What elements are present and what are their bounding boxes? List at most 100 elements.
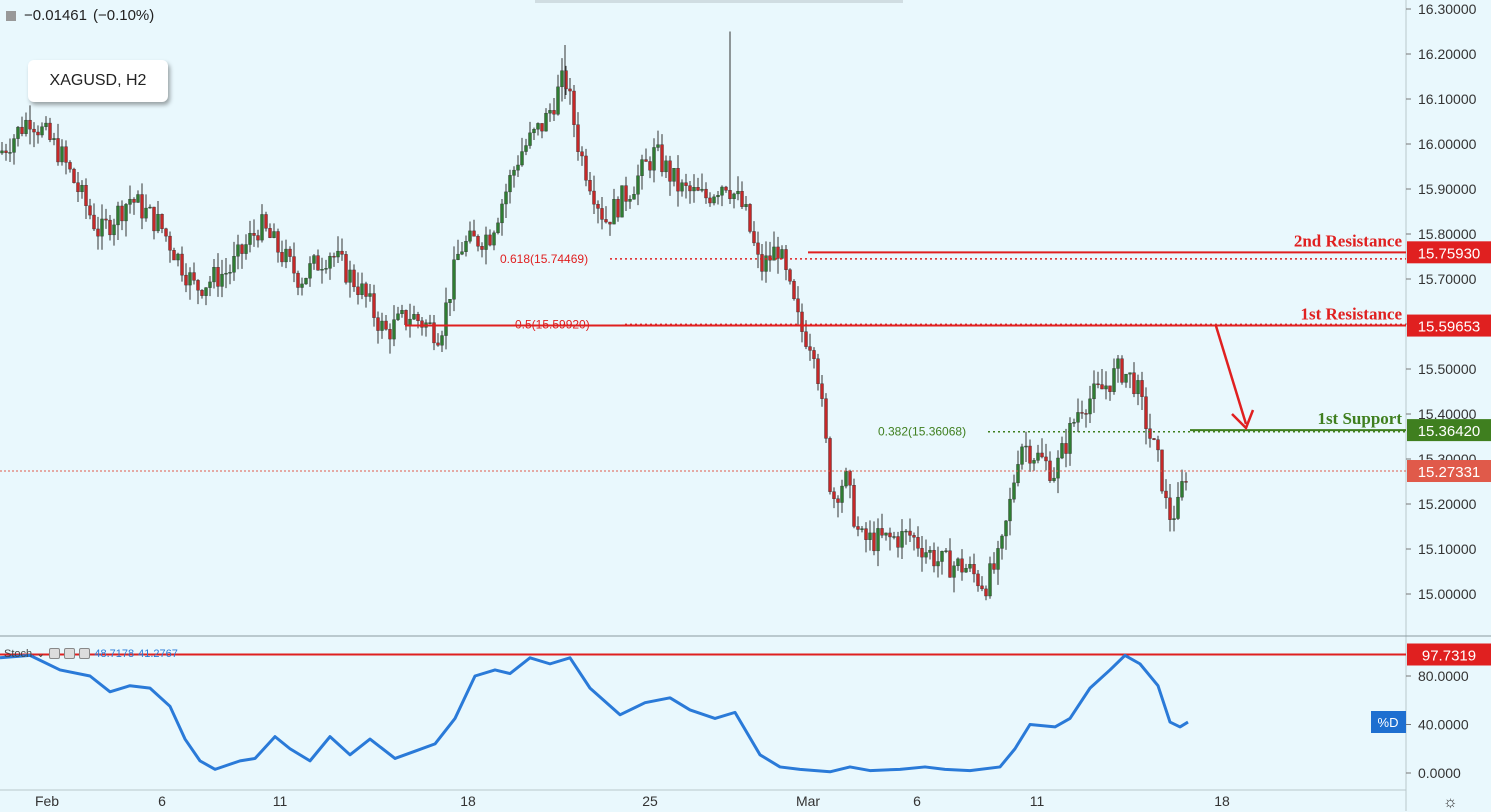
candle-body <box>352 269 356 288</box>
candle-body <box>944 550 948 552</box>
candle-body <box>748 204 752 232</box>
candle-body <box>524 145 528 152</box>
stoch-label[interactable]: Stoch <box>4 647 33 660</box>
candle-body <box>448 299 452 303</box>
candle-body <box>672 168 676 182</box>
price-tick-label: 15.90000 <box>1418 181 1477 197</box>
candle-body <box>796 298 800 313</box>
time-axis[interactable]: Feb 6 11 18 25 Mar 6 11 18 <box>35 793 1230 809</box>
candle-body <box>596 203 600 209</box>
candle-body <box>1144 396 1148 429</box>
candle-body <box>636 175 640 195</box>
price-axis[interactable]: 16.30000 16.20000 16.10000 16.00000 15.90000… <box>1406 1 1477 602</box>
symbol-label[interactable]: XAGUSD, H2 <box>28 60 168 102</box>
candle-body <box>404 310 408 325</box>
candle-body <box>376 317 380 331</box>
candle-body <box>972 564 976 575</box>
current-price-line: 15.27331 <box>0 460 1491 483</box>
candle-body <box>244 244 248 254</box>
candle-body <box>740 191 744 207</box>
candle-body <box>248 233 252 245</box>
candle-body <box>1060 443 1064 459</box>
candle-body <box>920 548 924 558</box>
candle-body <box>496 222 500 234</box>
candle-body <box>64 146 68 163</box>
candle-body <box>1068 423 1072 454</box>
price-tick-label: 16.30000 <box>1418 1 1477 17</box>
candle-body <box>892 536 896 538</box>
candle-body <box>548 110 552 114</box>
candle-body <box>612 199 616 225</box>
fib-label: 0.618(15.74469) <box>500 252 588 266</box>
candle-body <box>1072 422 1076 424</box>
candle-body <box>860 528 864 530</box>
candle-body <box>384 320 388 330</box>
candle-body <box>984 588 988 597</box>
candle-body <box>932 549 936 567</box>
time-tick-label: Mar <box>796 793 820 809</box>
candle-body <box>272 231 276 238</box>
candle-body <box>360 283 364 295</box>
fib-label: 0.5(15.59920) <box>515 317 590 331</box>
candle-body <box>396 313 400 320</box>
candle-body <box>1168 497 1172 520</box>
candle-body <box>284 248 288 263</box>
candle-body <box>172 250 176 261</box>
candle-body <box>632 194 636 200</box>
candle-body <box>1016 464 1020 484</box>
candle-body <box>532 129 536 134</box>
gear-icon[interactable] <box>64 648 76 659</box>
chevron-down-icon[interactable]: ⌄ <box>36 648 46 660</box>
candle-body <box>372 293 376 318</box>
candle-body <box>584 155 588 181</box>
candle-body <box>140 194 144 219</box>
candle-body <box>824 398 828 439</box>
candle-body <box>692 187 696 192</box>
candle-body <box>776 246 780 259</box>
candle-body <box>600 208 604 220</box>
candle-body <box>356 286 360 295</box>
candle-body <box>148 206 152 209</box>
candle-body <box>108 219 112 236</box>
candle-body <box>580 151 584 157</box>
collapse-icon[interactable] <box>6 10 16 21</box>
candle-body <box>456 253 460 260</box>
time-tick-label: 25 <box>642 793 658 809</box>
candle-body <box>572 90 576 125</box>
top-drag-handle[interactable] <box>535 0 903 3</box>
candle-body <box>188 272 192 286</box>
candle-body <box>848 470 852 486</box>
candle-body <box>652 147 656 171</box>
candle-body <box>576 124 580 152</box>
candle-body <box>308 263 312 279</box>
price-tick-label: 15.40000 <box>1418 406 1477 422</box>
time-tick-label: Feb <box>35 793 59 809</box>
price-tick-label: 16.10000 <box>1418 91 1477 107</box>
price-tick-label: 15.00000 <box>1418 586 1477 602</box>
time-tick-label: 11 <box>273 793 288 809</box>
time-tick-label: 18 <box>460 793 476 809</box>
candle-body <box>388 329 392 340</box>
candle-body <box>460 251 464 255</box>
stoch-axis[interactable]: 80.0000 40.0000 0.0000 <box>1406 668 1469 781</box>
candle-body <box>1004 520 1008 537</box>
eye-icon[interactable] <box>49 648 61 659</box>
candle-body <box>604 219 608 223</box>
down-arrow[interactable] <box>1214 325 1255 431</box>
settings-icon[interactable]: ☼ <box>1443 794 1458 811</box>
candle-body <box>184 274 188 286</box>
candle-body <box>500 203 504 224</box>
price-tick-label: 16.20000 <box>1418 46 1477 62</box>
candle-body <box>476 236 480 247</box>
close-icon[interactable] <box>79 648 91 659</box>
candle-body <box>492 232 496 246</box>
candle-body <box>156 214 160 232</box>
candle-body <box>872 532 876 552</box>
candle-body <box>792 280 796 300</box>
candle-body <box>348 269 352 283</box>
candle-body <box>228 272 232 274</box>
candle-body <box>168 235 172 251</box>
candle-body <box>788 269 792 282</box>
